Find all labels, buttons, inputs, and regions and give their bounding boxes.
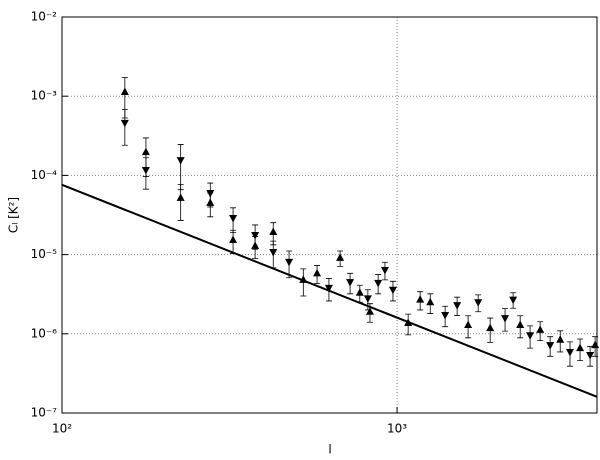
y-tick-label: 10⁻⁷ xyxy=(31,406,58,420)
x-axis-label: l xyxy=(328,443,331,457)
point xyxy=(285,258,294,267)
y-tick-label: 10⁻⁶ xyxy=(31,326,58,340)
point xyxy=(355,288,364,296)
point xyxy=(404,318,413,326)
point xyxy=(324,284,333,293)
point xyxy=(556,335,565,343)
point xyxy=(464,320,473,329)
point xyxy=(536,325,545,333)
point xyxy=(426,297,435,306)
point xyxy=(380,266,389,275)
point xyxy=(586,351,595,360)
point xyxy=(141,166,150,175)
point xyxy=(176,157,185,165)
point xyxy=(269,248,278,257)
point xyxy=(365,307,374,315)
point xyxy=(509,296,518,305)
point xyxy=(565,348,574,357)
plot-frame xyxy=(61,16,598,414)
point xyxy=(346,279,355,287)
point xyxy=(313,268,322,277)
point xyxy=(441,311,450,320)
point xyxy=(251,231,260,240)
point xyxy=(269,227,278,235)
point xyxy=(591,340,600,349)
point xyxy=(299,275,308,283)
point xyxy=(374,279,383,288)
point xyxy=(546,342,555,350)
x-tick-label: 10² xyxy=(52,422,72,436)
point xyxy=(336,253,345,261)
y-tick-label: 10⁻⁵ xyxy=(31,247,58,261)
y-tick-label: 10⁻⁴ xyxy=(31,168,58,182)
y-axis-label: Cₗ [K²] xyxy=(7,197,21,233)
point xyxy=(501,315,510,323)
point xyxy=(229,235,238,243)
point xyxy=(229,214,238,223)
point xyxy=(388,286,397,295)
y-tick-label: 10⁻² xyxy=(31,10,58,24)
point xyxy=(141,147,150,156)
y-tick-label: 10⁻³ xyxy=(31,89,58,103)
error-bar xyxy=(177,144,184,191)
point xyxy=(363,295,372,303)
point xyxy=(576,343,585,352)
point xyxy=(206,189,215,198)
point xyxy=(474,299,483,307)
point xyxy=(176,193,185,201)
point xyxy=(516,320,525,329)
x-tick-label: 10³ xyxy=(387,422,407,436)
point xyxy=(453,302,462,310)
point xyxy=(120,119,129,128)
point xyxy=(416,295,425,303)
point xyxy=(526,332,535,340)
point xyxy=(120,87,129,95)
point xyxy=(486,323,495,332)
